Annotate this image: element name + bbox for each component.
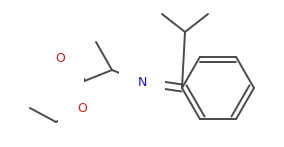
Text: O: O — [55, 51, 65, 65]
Text: N: N — [137, 76, 147, 88]
Text: O: O — [77, 101, 87, 115]
